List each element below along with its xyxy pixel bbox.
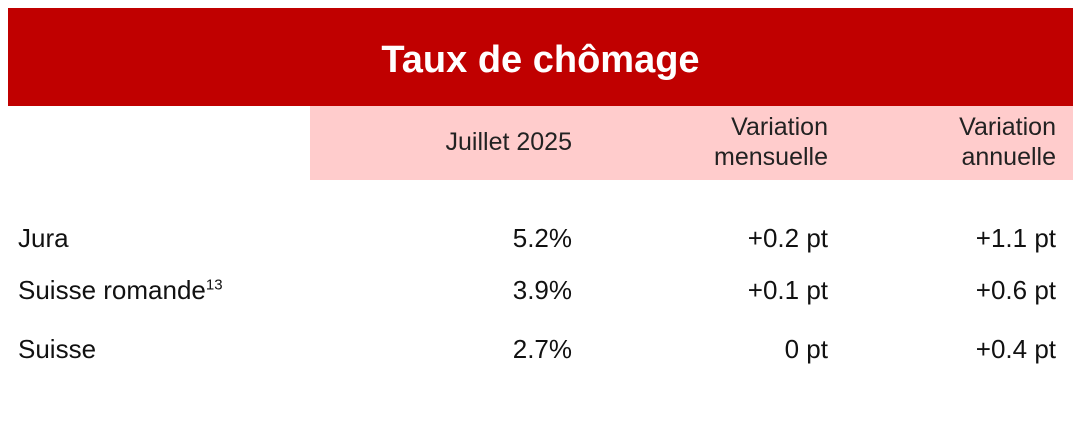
cell-value: +0.4 pt [975, 334, 1056, 364]
cell-value: +0.1 pt [747, 275, 828, 305]
cell-value: 5.2% [512, 223, 572, 253]
row-label: Suisse romande13 [18, 274, 223, 306]
cell-value: 2.7% [512, 334, 572, 364]
row-label: Suisse [18, 333, 96, 365]
cell-value: 0 pt [784, 334, 828, 364]
header-line: Juillet 2025 [445, 128, 572, 156]
footnote-ref: 13 [205, 276, 223, 294]
cell-value: +0.6 pt [975, 275, 1056, 305]
header-background [310, 106, 1073, 180]
header-line: mensuelle [714, 143, 828, 171]
row-label: Jura [18, 222, 69, 254]
row-label-text: Suisse romande [18, 275, 206, 305]
header-line: annuelle [961, 143, 1056, 171]
header-line: Variation [959, 113, 1056, 141]
cell-value: 3.9% [512, 275, 572, 305]
column-header: Variation mensuelle [714, 112, 828, 172]
column-header: Variation annuelle [959, 112, 1056, 172]
title-banner: Taux de chômage [8, 8, 1073, 106]
column-header: Juillet 2025 [446, 127, 572, 157]
title: Taux de chômage [381, 39, 700, 81]
header-line: Variation [731, 113, 828, 141]
row-label-text: Jura [18, 223, 69, 253]
cell-value: +1.1 pt [975, 223, 1056, 253]
cell-value: +0.2 pt [747, 223, 828, 253]
row-label-text: Suisse [18, 334, 97, 364]
